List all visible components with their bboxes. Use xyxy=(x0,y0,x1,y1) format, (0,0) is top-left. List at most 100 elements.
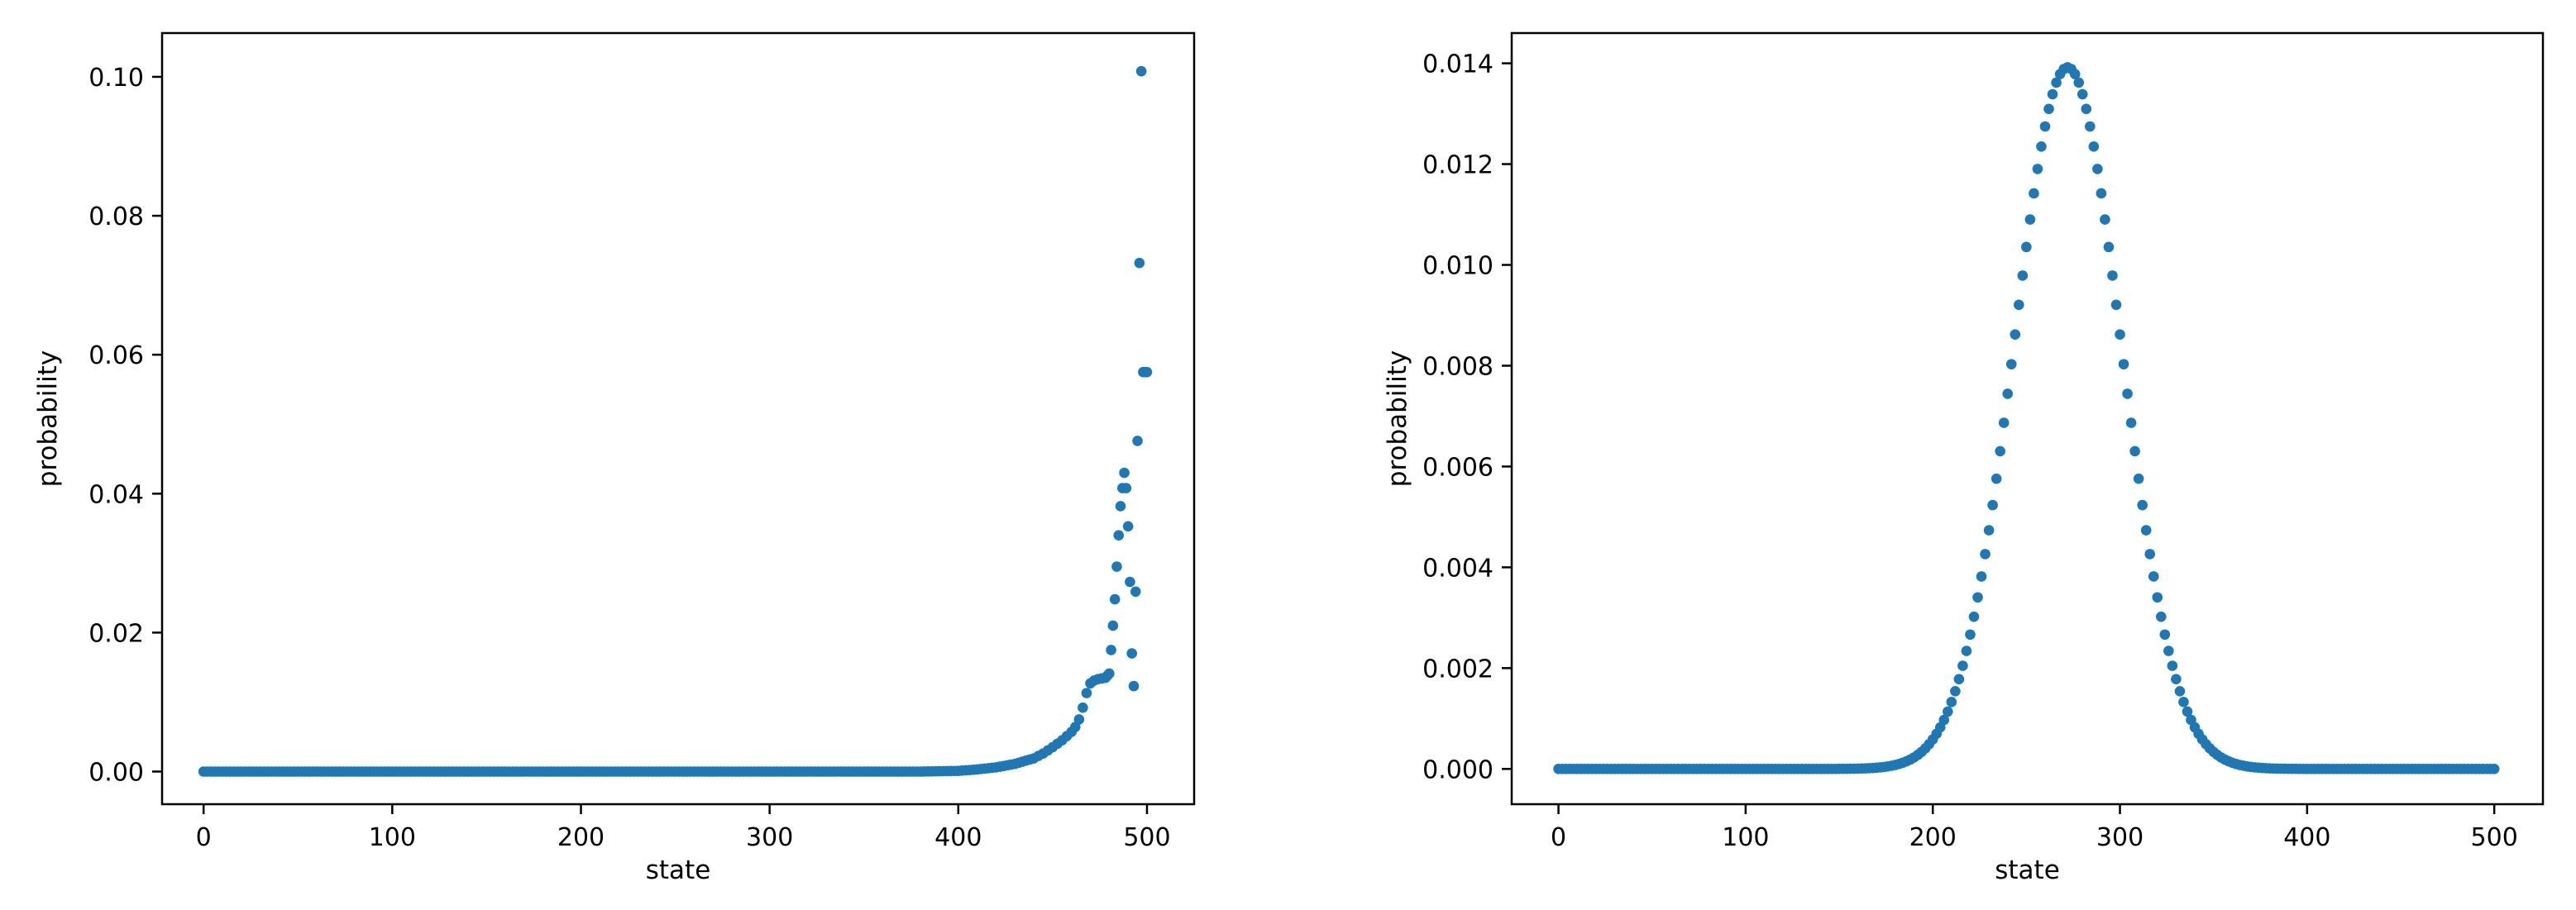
y-tick-label: 0.04 xyxy=(88,480,144,509)
data-point xyxy=(2125,417,2137,428)
data-point xyxy=(2129,445,2140,457)
data-point xyxy=(1953,674,1965,685)
y-tick-label: 0.08 xyxy=(88,202,144,231)
data-point xyxy=(2174,686,2186,697)
x-tick-label: 100 xyxy=(369,823,416,852)
data-point xyxy=(2014,299,2024,311)
x-tick-label: 400 xyxy=(934,823,982,852)
data-point xyxy=(1130,586,1141,598)
x-tick-label: 500 xyxy=(1123,823,1170,852)
data-point xyxy=(2178,697,2189,708)
data-point xyxy=(2005,359,2017,369)
data-point xyxy=(2103,241,2115,253)
data-point xyxy=(2024,214,2036,225)
data-point xyxy=(1113,530,1125,541)
data-point xyxy=(1987,499,1998,511)
data-point xyxy=(1109,593,1121,605)
x-tick-label: 400 xyxy=(2283,823,2330,852)
x-tick-label: 200 xyxy=(1909,823,1957,852)
data-point xyxy=(2073,77,2085,88)
data-point xyxy=(1938,714,1950,726)
y-tick-label: 0.014 xyxy=(1422,50,1494,79)
left-y-axis-label: probability xyxy=(33,350,63,487)
data-point xyxy=(2159,629,2171,641)
data-point xyxy=(2182,706,2193,717)
right-y-axis-label: probability xyxy=(1383,350,1412,487)
data-point xyxy=(1121,483,1132,493)
x-tick-label: 0 xyxy=(1551,823,1566,852)
data-point xyxy=(2036,141,2047,152)
data-point xyxy=(1106,645,1116,655)
data-point xyxy=(2171,674,2182,685)
y-tick-label: 0.010 xyxy=(1422,252,1494,281)
data-point xyxy=(2051,77,2062,88)
x-tick-label: 200 xyxy=(557,823,605,852)
x-tick-label: 300 xyxy=(746,823,793,852)
left-plot-frame xyxy=(160,31,1196,806)
data-point xyxy=(2115,329,2125,340)
data-point xyxy=(1128,680,1140,692)
data-point xyxy=(1135,65,1147,77)
data-point xyxy=(2118,359,2129,369)
right-plot-frame xyxy=(1510,31,2545,806)
data-point xyxy=(1995,445,2005,457)
data-point xyxy=(1104,668,1115,679)
y-tick-label: 0.02 xyxy=(88,619,144,648)
data-point xyxy=(2100,214,2110,225)
data-point xyxy=(1983,525,1995,536)
data-point xyxy=(1950,686,1961,697)
data-point xyxy=(2167,660,2178,671)
data-point xyxy=(2140,525,2152,536)
data-point xyxy=(1976,571,1987,582)
data-point xyxy=(2021,241,2032,253)
data-point xyxy=(2144,549,2156,560)
data-point xyxy=(2163,646,2174,656)
y-tick-label: 0.000 xyxy=(1422,755,1494,784)
y-tick-label: 0.002 xyxy=(1422,655,1494,684)
data-point xyxy=(1134,257,1145,269)
data-point xyxy=(2069,69,2081,80)
data-point xyxy=(1972,592,1983,603)
data-point xyxy=(2107,270,2118,281)
data-point xyxy=(1943,706,1953,717)
data-point xyxy=(1957,660,1968,671)
data-point xyxy=(2029,188,2039,199)
data-point xyxy=(1965,629,1976,641)
data-point xyxy=(2133,473,2144,484)
x-tick-label: 0 xyxy=(196,823,212,852)
data-point xyxy=(1998,417,2010,428)
data-point xyxy=(1991,473,2002,484)
y-tick-label: 0.008 xyxy=(1422,352,1494,381)
data-point xyxy=(1122,521,1134,532)
data-point xyxy=(2017,270,2029,281)
data-point xyxy=(2096,188,2107,199)
right-scatter-chart: 0 100 200 300 400 500 0.0000.0020.0040.0060.0… xyxy=(1383,31,2545,885)
data-point xyxy=(2077,88,2088,100)
data-point xyxy=(1073,714,1085,725)
data-point xyxy=(1968,611,1980,622)
right-y-axis: 0.000 0.002 0.004 0.006 0.008 0.010 0.012 0.014 xyxy=(1422,50,1512,784)
data-point xyxy=(1119,467,1130,479)
data-point xyxy=(2488,764,2500,774)
data-point xyxy=(2043,103,2054,115)
data-point xyxy=(1115,501,1126,512)
data-point xyxy=(2156,611,2167,622)
data-point xyxy=(2039,121,2051,132)
data-point xyxy=(1141,366,1153,378)
left-x-axis: 0 100 200 300 400 500 xyxy=(196,804,1171,852)
right-x-axis: 0 100 200 300 400 500 xyxy=(1551,804,2518,852)
data-point xyxy=(2010,329,2021,340)
data-point xyxy=(2148,571,2159,582)
data-point xyxy=(1107,620,1119,631)
left-x-axis-label: state xyxy=(646,855,711,885)
data-point xyxy=(1081,688,1092,698)
data-point xyxy=(1126,648,1138,659)
x-tick-label: 500 xyxy=(2471,823,2518,852)
data-point xyxy=(1961,646,1972,656)
data-point xyxy=(2088,141,2100,152)
y-tick-label: 0.00 xyxy=(88,758,144,787)
right-x-axis-label: state xyxy=(1995,855,2060,885)
data-point xyxy=(2032,164,2043,174)
left-y-axis: 0.00 0.02 0.04 0.06 0.08 0.10 xyxy=(88,64,162,787)
y-tick-label: 0.06 xyxy=(88,341,144,370)
